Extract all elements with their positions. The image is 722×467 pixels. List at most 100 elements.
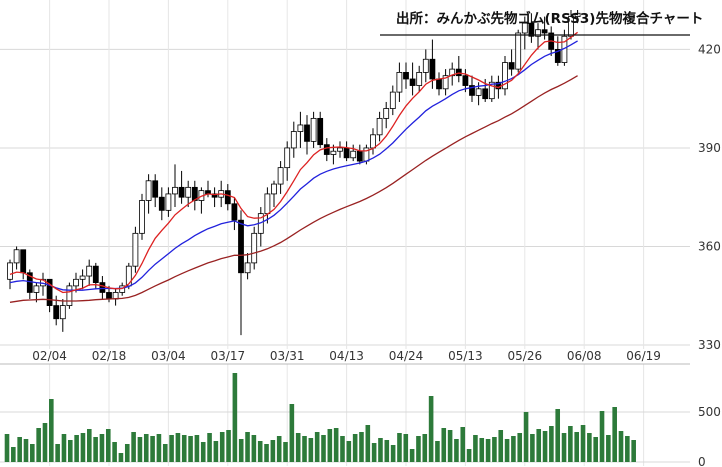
date-tick-label: 05/13 [448, 349, 483, 363]
candle-up-body [79, 275, 86, 280]
candle-up-body [185, 186, 192, 198]
candle-up-body [277, 167, 284, 185]
ma-mid-line [9, 40, 578, 291]
volume-bar [561, 433, 567, 462]
volume-bar [473, 435, 478, 462]
volume-bar [612, 407, 617, 462]
candle-down-body [554, 49, 561, 63]
volume-bar [549, 426, 554, 462]
candle-up-body [574, 12, 581, 17]
candle-up-body [475, 88, 482, 96]
candle-down-body [455, 68, 462, 77]
volume-tick-label: 500 [698, 405, 721, 419]
volume-bar [232, 373, 238, 462]
volume-bar [542, 431, 548, 462]
candle-down-body [99, 282, 106, 293]
ma-short-line [9, 31, 578, 294]
volume-bar [365, 425, 371, 462]
volume-bar [194, 435, 200, 462]
volume-bar [49, 399, 54, 462]
volume-bar [93, 437, 98, 462]
volume-bar [454, 439, 459, 462]
volume-bar [80, 433, 86, 462]
volume-bar [162, 444, 168, 462]
volume-bar [105, 429, 111, 462]
candle-down-body [106, 292, 112, 300]
candle-down-body [343, 147, 350, 159]
volume-bar [333, 428, 339, 462]
volume-bar [447, 430, 453, 462]
volume-bar [397, 433, 402, 462]
volume-bar [124, 444, 130, 462]
volume-bar [99, 434, 105, 462]
volume-bar [517, 433, 523, 462]
volume-bar [403, 434, 409, 462]
volume-bar [504, 439, 510, 462]
volume-bar [498, 430, 504, 462]
volume-bar [295, 433, 301, 462]
candle-up-body [13, 249, 20, 264]
candle-down-body [152, 180, 159, 198]
volume-bar [55, 444, 60, 462]
volume-bar [327, 429, 333, 462]
candle-down-body [409, 78, 416, 86]
candle-up-body [290, 131, 297, 149]
candle-up-body [488, 81, 495, 100]
candle-up-body [442, 75, 449, 90]
candle-down-body [482, 88, 489, 100]
date-tick-label: 02/18 [92, 349, 127, 363]
volume-bar [251, 435, 257, 462]
volume-bar [568, 426, 573, 462]
candle-down-body [356, 150, 363, 162]
volume-bar [181, 435, 187, 462]
volume-bar [200, 442, 206, 462]
price-tick-label: 360 [698, 239, 721, 253]
volume-bar [574, 432, 579, 462]
volume-bar [137, 437, 143, 462]
candle-down-body [304, 124, 310, 142]
candle-down-body [508, 62, 515, 70]
volume-bar [523, 412, 529, 462]
candle-down-body [541, 29, 548, 34]
volume-bar [276, 436, 282, 462]
volume-bar [213, 441, 219, 462]
volume-bar [175, 433, 181, 462]
candle-up-body [251, 232, 258, 264]
volume-bar [536, 429, 542, 462]
volume-bar [30, 444, 35, 462]
date-tick-label: 04/13 [329, 349, 364, 363]
candle-down-body [20, 249, 27, 274]
volume-bar [435, 441, 440, 462]
volume-bar [131, 432, 136, 462]
volume-bar [207, 433, 212, 462]
volume-bar [606, 435, 611, 462]
volume-bar [245, 432, 250, 462]
volume-bar [86, 429, 92, 462]
volume-bar [485, 439, 491, 462]
candle-up-body [59, 305, 66, 320]
candle-up-body [422, 58, 429, 73]
volume-bar [587, 433, 592, 462]
volume-bar [23, 439, 29, 462]
volume-bar [169, 435, 174, 462]
candle-up-body [350, 150, 357, 159]
volume-bar [42, 423, 48, 462]
candle-up-body [310, 117, 317, 142]
volume-bar [378, 438, 383, 462]
candle-down-body [238, 219, 244, 274]
volume-bar [390, 445, 396, 462]
date-tick-label: 06/19 [626, 349, 661, 363]
candle-down-body [528, 22, 535, 37]
volume-bar [61, 434, 67, 462]
candle-up-body [297, 124, 304, 132]
candle-down-body [323, 144, 330, 155]
candle-up-body [264, 193, 271, 215]
volume-bar [238, 439, 244, 462]
candle-down-body [92, 265, 99, 283]
candle-up-body [33, 285, 40, 293]
volume-bar [112, 442, 117, 462]
volume-bar [118, 453, 124, 462]
candle-down-body [211, 193, 218, 198]
volume-bar [257, 441, 263, 462]
volume-bar [219, 432, 225, 462]
